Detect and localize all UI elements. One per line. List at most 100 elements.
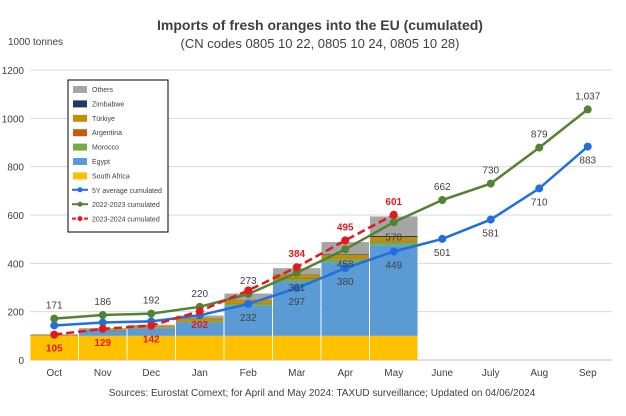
data-label: 730 bbox=[482, 166, 499, 177]
legend-label: Türkiye bbox=[92, 116, 115, 123]
bar-segment bbox=[321, 335, 370, 360]
x-tick-label: Aug bbox=[530, 368, 548, 379]
series-marker bbox=[389, 210, 398, 219]
data-label: 186 bbox=[94, 297, 111, 308]
legend-label: Zimbabwe bbox=[92, 101, 124, 108]
y-tick-label: 1000 bbox=[2, 114, 25, 125]
series-marker bbox=[195, 307, 204, 316]
data-label: 662 bbox=[434, 182, 451, 193]
y-tick-label: 200 bbox=[7, 308, 24, 319]
series-marker bbox=[583, 105, 592, 114]
series-marker bbox=[535, 143, 544, 152]
legend-marker bbox=[77, 201, 83, 207]
series-marker bbox=[244, 299, 253, 308]
x-tick-label: Jan bbox=[192, 368, 208, 379]
legend-swatch bbox=[73, 100, 87, 108]
data-label: 879 bbox=[531, 130, 548, 141]
data-label: 601 bbox=[385, 197, 402, 208]
x-tick-label: May bbox=[384, 368, 403, 379]
series-line bbox=[54, 108, 589, 320]
series-marker bbox=[292, 284, 301, 293]
series-marker bbox=[389, 218, 398, 227]
legend-label: Argentina bbox=[92, 130, 122, 137]
data-label: 501 bbox=[434, 248, 451, 259]
legend-label: Morocco bbox=[92, 145, 119, 152]
bar-segment bbox=[272, 279, 321, 282]
bar-segment bbox=[272, 278, 321, 280]
legend-swatch bbox=[73, 172, 87, 180]
bar-segment bbox=[127, 335, 176, 360]
data-label: 883 bbox=[579, 156, 596, 167]
bar-segment bbox=[321, 254, 370, 259]
legend: Others Zimbabwe Türkiye Argentina Morocco Egy… bbox=[67, 79, 169, 233]
bar-segment bbox=[321, 254, 370, 255]
series-marker bbox=[50, 321, 59, 330]
bar-segment bbox=[224, 305, 273, 336]
series-marker bbox=[583, 142, 592, 151]
series-marker bbox=[389, 247, 398, 256]
x-tick-label: Mar bbox=[288, 368, 306, 379]
bar-segment bbox=[175, 335, 224, 360]
data-label: 171 bbox=[46, 301, 63, 312]
data-label: 232 bbox=[240, 313, 257, 324]
bar-segment bbox=[127, 328, 176, 336]
y-tick-label: 1200 bbox=[2, 66, 25, 77]
source-note: Sources: Eurostat Comext; for April and … bbox=[109, 388, 536, 399]
series-marker bbox=[535, 184, 544, 193]
bar-segment bbox=[175, 320, 224, 322]
data-label: 361 bbox=[288, 283, 305, 294]
data-label: 570 bbox=[385, 232, 402, 243]
bar-segment bbox=[224, 335, 273, 360]
legend-label: 2023-2024 cumulated bbox=[92, 217, 160, 224]
stacked-bars bbox=[30, 216, 418, 360]
bar-segment bbox=[369, 241, 418, 246]
bar-segment bbox=[369, 235, 418, 237]
legend-swatch bbox=[73, 86, 87, 93]
x-tick-label: Apr bbox=[337, 368, 353, 379]
series-marker bbox=[292, 268, 301, 277]
data-label: 380 bbox=[337, 277, 354, 288]
bar-segment bbox=[321, 259, 370, 263]
data-label: 220 bbox=[191, 289, 208, 300]
bar-segment bbox=[369, 236, 418, 241]
y-tick-label: 600 bbox=[7, 211, 24, 222]
series-marker bbox=[486, 179, 495, 188]
data-label: 495 bbox=[337, 222, 354, 233]
bar-segment bbox=[175, 322, 224, 336]
chart-subtitle: (CN codes 0805 10 22, 0805 10 24, 0805 1… bbox=[181, 36, 460, 51]
series-marker bbox=[147, 309, 156, 318]
series-marker bbox=[98, 318, 107, 327]
legend-label: Others bbox=[92, 87, 114, 94]
data-label: 581 bbox=[482, 229, 499, 240]
bar-segment bbox=[78, 331, 127, 336]
series-marker bbox=[486, 215, 495, 224]
data-label: 297 bbox=[288, 297, 305, 308]
legend-label: 5Y average cumulated bbox=[92, 188, 162, 195]
legend-swatch bbox=[73, 143, 87, 151]
data-label: 384 bbox=[288, 249, 305, 260]
legend-label: South Africa bbox=[92, 173, 130, 180]
series-marker bbox=[341, 264, 350, 273]
bar-segment bbox=[175, 318, 224, 321]
series-marker bbox=[438, 196, 447, 205]
series-marker bbox=[244, 286, 253, 295]
y-tick-label: 0 bbox=[18, 356, 24, 367]
x-tick-label: Sep bbox=[579, 368, 597, 379]
data-label: 105 bbox=[46, 344, 63, 355]
bar-segment bbox=[175, 321, 224, 323]
legend-marker bbox=[77, 216, 83, 222]
bar-segment bbox=[369, 245, 418, 336]
legend-label: Egypt bbox=[92, 159, 110, 166]
series-marker bbox=[341, 236, 350, 245]
data-label: 273 bbox=[240, 276, 257, 287]
bar-segment bbox=[369, 335, 418, 360]
legend-swatch bbox=[73, 129, 87, 137]
data-label: 449 bbox=[385, 260, 402, 271]
bar-segment bbox=[321, 258, 370, 260]
series-line bbox=[54, 145, 589, 327]
legend-swatch bbox=[73, 114, 87, 122]
series-marker bbox=[341, 245, 350, 254]
data-label: 1,037 bbox=[575, 91, 600, 102]
bar-segment bbox=[369, 240, 418, 242]
